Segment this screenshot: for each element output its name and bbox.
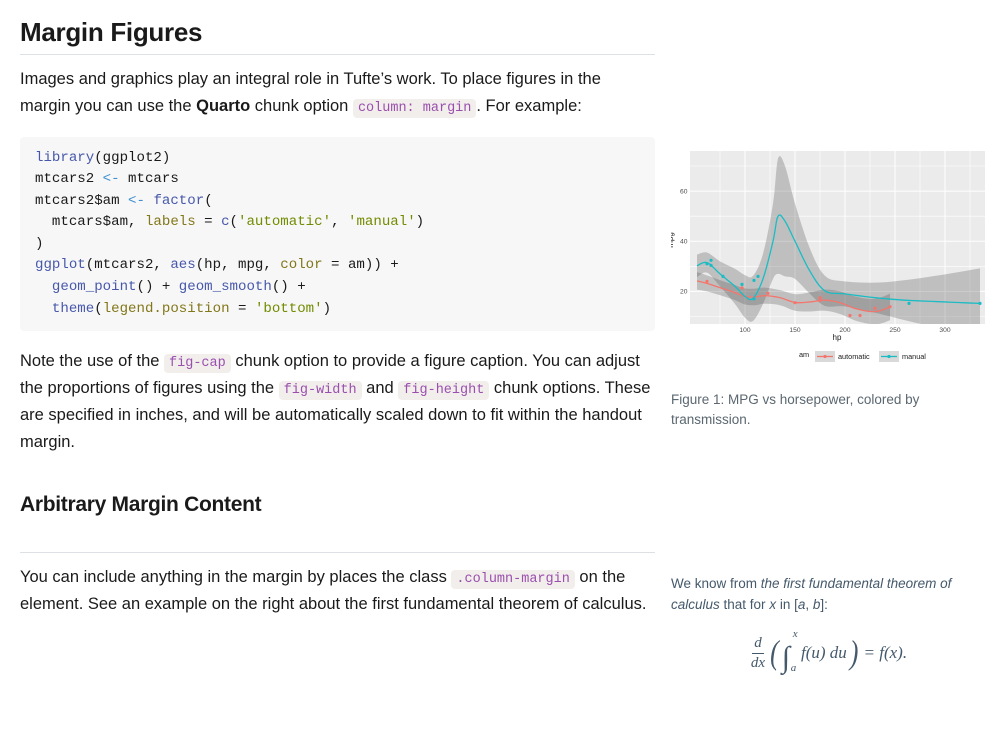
svg-text:100: 100 xyxy=(739,327,750,334)
svg-text:am: am xyxy=(799,350,809,359)
svg-text:150: 150 xyxy=(789,327,800,334)
svg-text:40: 40 xyxy=(680,239,688,246)
svg-text:hp: hp xyxy=(833,333,842,342)
svg-text:300: 300 xyxy=(939,327,950,334)
svg-text:60: 60 xyxy=(680,188,688,195)
svg-text:20: 20 xyxy=(680,289,688,296)
svg-text:manual: manual xyxy=(902,352,926,361)
svg-text:250: 250 xyxy=(889,327,900,334)
svg-text:mpg: mpg xyxy=(671,232,675,248)
svg-text:automatic: automatic xyxy=(838,352,870,361)
